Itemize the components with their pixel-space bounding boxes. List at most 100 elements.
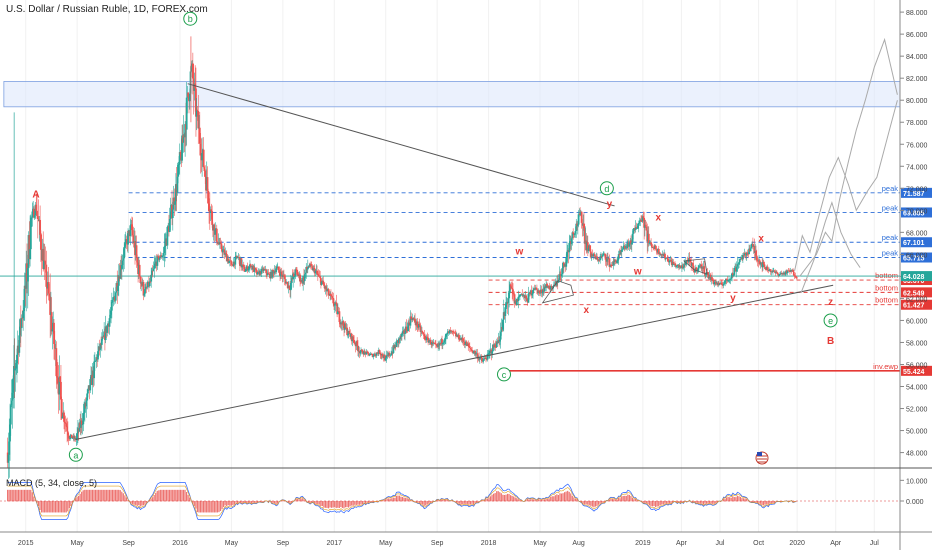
candle-body: [549, 285, 552, 290]
macd-histogram-bar: [300, 498, 302, 502]
macd-histogram-bar: [664, 501, 666, 504]
macd-histogram-bar: [329, 501, 331, 508]
candle-body: [151, 270, 153, 276]
macd-histogram-bar: [610, 498, 612, 502]
macd-histogram-bar: [562, 493, 564, 502]
macd-histogram-bar: [355, 501, 357, 506]
macd-histogram-bar: [144, 501, 146, 505]
macd-histogram-bar: [152, 497, 154, 502]
macd-histogram-bar: [104, 489, 106, 502]
candle-body: [219, 242, 222, 244]
candle-body: [568, 242, 571, 253]
candle-body: [176, 176, 179, 193]
candle-body: [786, 270, 789, 274]
wave-label: y: [730, 293, 736, 304]
candle-body: [271, 270, 274, 278]
level-value: 65.715: [903, 256, 925, 263]
candle-body: [511, 287, 514, 290]
macd-histogram-bar: [681, 501, 683, 503]
macd-histogram-bar: [738, 496, 740, 502]
candle-body: [160, 255, 163, 258]
macd-histogram-bar: [223, 501, 225, 508]
wave-circle: [823, 313, 838, 328]
macd-histogram-bar: [514, 497, 516, 502]
macd-histogram-bar: [554, 495, 556, 502]
candle-body: [319, 276, 322, 279]
macd-histogram-bar: [380, 500, 382, 502]
candle-body: [206, 177, 209, 191]
macd-histogram-bar: [270, 501, 273, 503]
candle-body: [517, 296, 520, 301]
macd-histogram-bar: [133, 501, 135, 505]
x-tick-label: Apr: [676, 540, 688, 547]
candle-body: [249, 264, 252, 267]
candle-body: [122, 258, 125, 261]
macd-histogram-bar: [347, 501, 350, 508]
candle-body: [640, 221, 643, 222]
candle-body: [543, 286, 546, 292]
macd-histogram-bar: [307, 501, 310, 503]
macd-histogram-bar: [40, 501, 43, 513]
candle-body: [110, 310, 112, 315]
macd-histogram-bar: [182, 489, 185, 502]
macd-histogram-bar: [283, 500, 285, 502]
candle-body: [650, 242, 652, 245]
macd-histogram-bar: [698, 501, 700, 504]
candle-body: [729, 278, 732, 280]
macd-histogram-bar: [136, 501, 138, 507]
candle-body: [509, 284, 511, 293]
candle-body: [178, 152, 181, 165]
macd-histogram-bar: [139, 501, 141, 507]
candle-body: [736, 264, 739, 267]
candle-body: [283, 276, 286, 280]
candle-body: [586, 242, 589, 251]
macd-histogram-bar: [655, 501, 657, 508]
candle-body: [565, 257, 568, 267]
candle-body: [29, 249, 31, 260]
macd-histogram-bar: [696, 501, 698, 503]
candle-body: [441, 342, 444, 345]
candle-body: [144, 286, 147, 290]
level-name: bottom: [875, 283, 898, 292]
candle-body: [558, 274, 561, 280]
candle-body: [789, 271, 791, 273]
macd-histogram-bar: [597, 501, 600, 505]
candle-body: [374, 355, 377, 357]
candle-body: [416, 321, 419, 328]
macd-histogram-bar: [641, 501, 643, 502]
candle-body: [750, 244, 753, 249]
candle-body: [741, 254, 744, 260]
candle-body: [26, 268, 29, 282]
macd-histogram-bar: [483, 500, 485, 502]
candle-body: [43, 260, 46, 262]
y-tick-label: 78.000: [906, 120, 928, 127]
candle-body: [427, 337, 430, 343]
candle-body: [714, 281, 717, 284]
macd-histogram-bar: [295, 498, 297, 502]
candle-body: [143, 293, 146, 296]
macd-histogram-bar: [493, 493, 495, 502]
candle-body: [97, 351, 99, 360]
macd-histogram-bar: [590, 501, 592, 506]
macd-histogram-bar: [238, 501, 240, 503]
macd-histogram-bar: [727, 496, 729, 502]
candle-body: [49, 296, 52, 315]
candle-body: [725, 278, 728, 280]
macd-histogram-bar: [545, 498, 547, 502]
macd-histogram-bar: [616, 499, 618, 502]
macd-histogram-bar: [766, 501, 768, 504]
macd-histogram-bar: [10, 489, 12, 502]
candle-body: [12, 379, 15, 393]
candle-body: [538, 290, 541, 293]
macd-histogram-bar: [246, 501, 248, 504]
candle-body: [9, 424, 11, 442]
candle-body: [583, 228, 586, 244]
macd-histogram-bar: [11, 489, 13, 502]
candle-body: [289, 282, 292, 291]
macd-histogram-bar: [290, 501, 293, 503]
candle-body: [247, 268, 250, 271]
candle-body: [559, 274, 561, 275]
macd-histogram-bar: [178, 489, 180, 502]
candle-body: [675, 266, 678, 267]
